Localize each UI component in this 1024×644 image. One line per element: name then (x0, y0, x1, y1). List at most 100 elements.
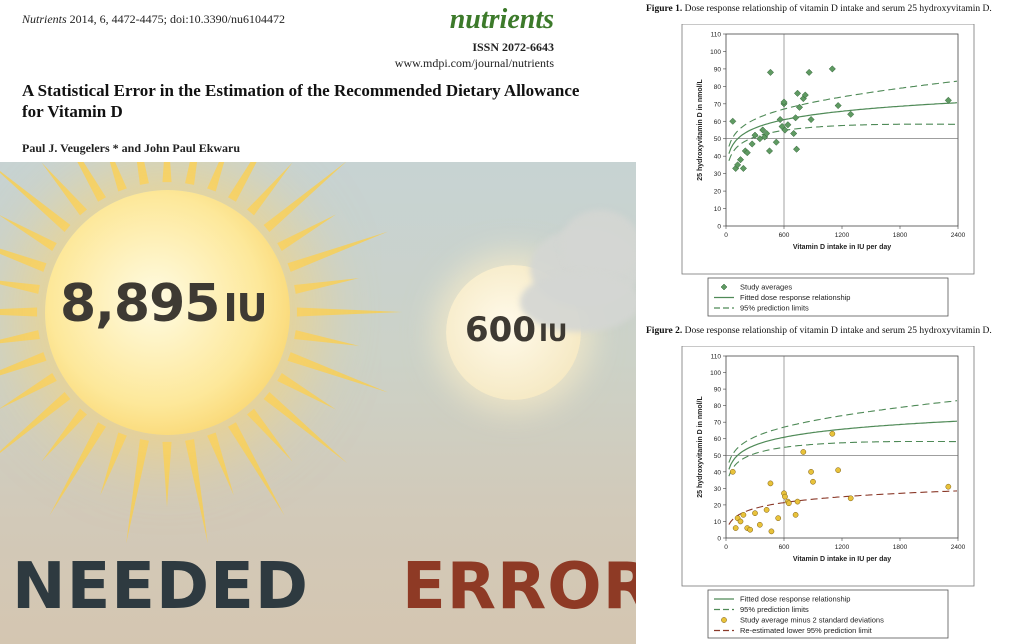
needed-label: NEEDED (12, 550, 309, 624)
legend-box (707, 277, 949, 317)
figure1-chart: 0 10 20 30 40 50 60 70 80 90 100 110 0 600 1200 1800 240… (681, 24, 975, 317)
fitted-curve (728, 102, 958, 154)
y-tick-label: 70 (714, 101, 722, 108)
data-point (944, 96, 952, 104)
reestimated-lower-limit (728, 490, 958, 525)
sun-ray (247, 408, 293, 462)
data-point (805, 68, 813, 76)
data-point (945, 483, 952, 490)
figure2-chart: 0 10 20 30 40 50 60 70 80 90 100 110 0 600 1200 1800 240… (681, 346, 975, 639)
data-point (763, 129, 771, 138)
legend-label: Study average minus 2 standard deviation… (740, 616, 884, 625)
y-tick-label: 90 (714, 66, 722, 73)
figure1-caption-text: Dose response relationship of vitamin D … (682, 4, 992, 14)
legend-box (707, 589, 949, 639)
data-point (800, 449, 807, 455)
figure2-caption-label: Figure 2. (646, 326, 683, 336)
data-point (729, 117, 737, 125)
x-tick-label: 0 (724, 544, 728, 551)
x-tick-label: 1800 (893, 232, 908, 239)
y-tick-label: 70 (714, 420, 722, 427)
issn: ISSN 2072-6643 (472, 40, 554, 54)
sun-poster: 8,895 IU 600 IU NEEDED ERROR (0, 162, 636, 644)
data-point (732, 525, 739, 531)
article-title: A Statistical Error in the Estimation of… (22, 81, 580, 121)
sun-ray (126, 439, 149, 544)
data-point (780, 98, 788, 106)
data-point (795, 103, 804, 111)
sun-ray (41, 408, 87, 462)
sun-ray (49, 422, 106, 516)
data-point (772, 138, 780, 146)
data-point (756, 521, 763, 528)
y-tick-label: 0 (717, 536, 721, 543)
data-point (776, 115, 784, 124)
sun-ray (207, 162, 225, 192)
sun-ray (0, 170, 71, 232)
y-tick-label: 0 (717, 224, 721, 231)
y-tick-label: 50 (714, 136, 722, 143)
x-tick-label: 2400 (951, 232, 966, 239)
x-tick-label: 0 (724, 232, 728, 239)
y-tick-label: 80 (714, 403, 722, 410)
figure2-caption-text: Dose response relationship of vitamin D … (682, 326, 992, 336)
x-axis-label: Vitamin D intake in IU per day (793, 556, 891, 563)
y-tick-label: 10 (714, 519, 722, 526)
data-point (775, 515, 782, 521)
sun-ray (185, 439, 208, 544)
y-tick-label: 20 (714, 189, 722, 196)
sun-ray (100, 432, 127, 496)
y-tick-label: 110 (711, 32, 722, 39)
y-tick-label: 30 (714, 171, 722, 178)
article-header: Nutrients 2014, 6, 4472-4475; doi:10.339… (0, 0, 640, 162)
data-point (734, 161, 742, 169)
data-point (810, 478, 816, 485)
legend-label: 95% prediction limits (740, 605, 809, 614)
error-label: ERROR (402, 550, 636, 624)
sun-ray (228, 162, 257, 202)
upper-prediction-limit (728, 400, 958, 463)
sun-ray (162, 162, 172, 183)
sun-ray (109, 162, 127, 192)
sun-ray (0, 307, 38, 317)
x-tick-label: 600 (779, 232, 790, 239)
y-tick-label: 40 (714, 469, 722, 476)
sun-ray (263, 392, 348, 464)
fitted-curve (728, 420, 958, 470)
sun-ray (0, 392, 71, 454)
data-point (767, 480, 774, 487)
sun-ray (294, 330, 360, 346)
x-tick-label: 1200 (835, 544, 850, 551)
journal-url: www.mdpi.com/journal/nutrients (394, 56, 554, 70)
legend-label: Re-estimated lower 95% prediction limit (740, 626, 873, 635)
data-point (829, 430, 836, 437)
data-point (743, 149, 751, 157)
data-point (766, 68, 775, 76)
article-authors: Paul J. Veugelers * and John Paul Ekwaru (22, 141, 241, 155)
data-point (737, 518, 744, 525)
x-axis-label: Vitamin D intake in IU per day (793, 244, 891, 251)
y-tick-label: 60 (714, 436, 722, 443)
figure1-caption: Figure 1. Dose response relationship of … (646, 4, 992, 14)
x-tick-label: 1800 (893, 544, 908, 551)
data-point (790, 129, 798, 138)
y-tick-label: 40 (714, 154, 722, 161)
y-tick-label: 100 (710, 49, 721, 56)
data-point (847, 110, 855, 118)
sun-ray (277, 373, 336, 410)
data-point (834, 102, 842, 110)
data-point (793, 145, 801, 153)
data-point (793, 89, 802, 97)
cloud (560, 210, 636, 280)
y-tick-label: 100 (710, 370, 721, 377)
sun-rays (0, 162, 402, 544)
figure2-caption: Figure 2. Dose response relationship of … (646, 326, 992, 336)
data-point (781, 126, 789, 134)
data-point (747, 526, 754, 533)
sun-ray (247, 162, 293, 216)
x-tick-label: 1200 (835, 232, 850, 239)
error-value: 600 (465, 310, 536, 350)
data-point (835, 467, 841, 474)
data-point (768, 528, 775, 535)
error-unit: IU (538, 319, 568, 347)
